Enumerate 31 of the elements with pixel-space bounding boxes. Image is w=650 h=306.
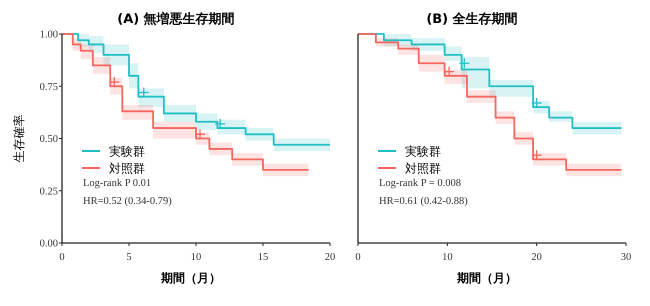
legend-label: 対照群: [405, 162, 441, 176]
y-tick-label: 0.75: [40, 82, 58, 93]
x-axis-title: 期間（月）: [456, 271, 517, 285]
x-tick-label: 20: [531, 252, 542, 263]
x-axis-title: 期間（月）: [160, 271, 221, 285]
x-tick-label: 15: [258, 252, 268, 263]
chart-title: (A) 無増悪生存期間: [117, 11, 235, 27]
point: [194, 128, 206, 140]
annotation: Log-rank P 0.01: [83, 178, 152, 190]
point: [531, 150, 542, 161]
point: [108, 76, 120, 88]
x-tick-label: 10: [190, 252, 202, 263]
x-tick-label: 20: [324, 252, 336, 263]
legend-label: 実験群: [109, 144, 145, 159]
x-tick-label: 30: [620, 252, 632, 263]
y-tick-label: 0.25: [40, 186, 58, 198]
annotation: HR=0.61 (0.42-0.88): [379, 196, 468, 208]
legend-label: 実験群: [405, 144, 441, 159]
y-axis-title: 生存確率: [12, 114, 26, 162]
legend-label: 対照群: [109, 162, 145, 176]
y-tick-label: 1.00: [40, 30, 58, 40]
y-tick-label: 0.50: [40, 134, 58, 145]
x-tick-label: 5: [126, 252, 132, 263]
y-tick-label: 0.00: [40, 238, 58, 250]
x-tick-label: 10: [442, 252, 453, 263]
chart-title: (B) 全生存期間: [426, 12, 518, 27]
annotation: Log-rank P = 0.008: [379, 178, 461, 190]
x-tick-label: 0: [355, 252, 361, 263]
x-tick-label: 0: [59, 252, 65, 263]
annotation: HR=0.52 (0.34-0.79): [83, 196, 172, 208]
point: [458, 58, 470, 69]
